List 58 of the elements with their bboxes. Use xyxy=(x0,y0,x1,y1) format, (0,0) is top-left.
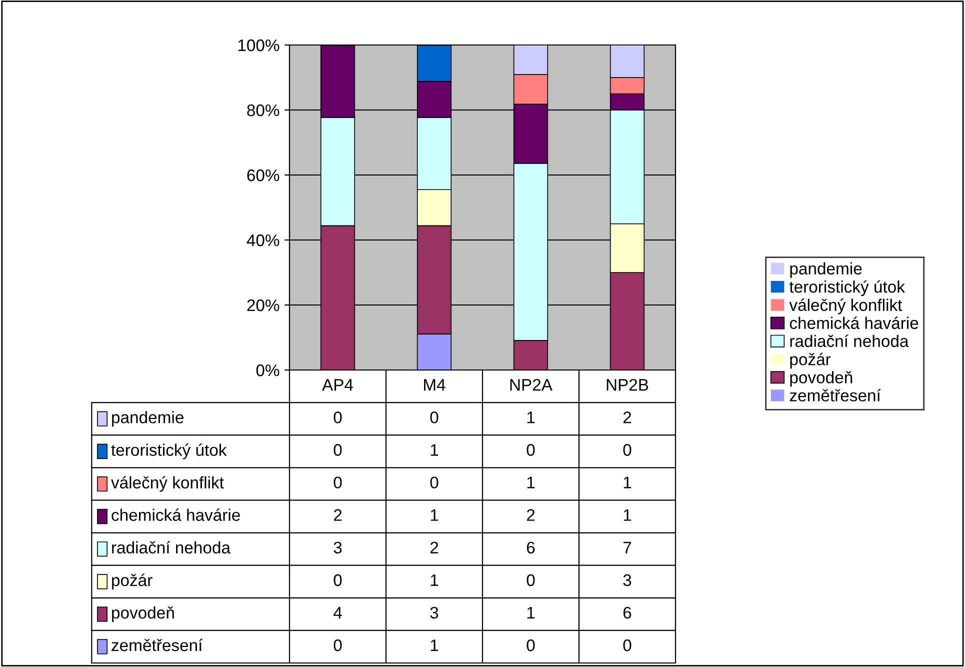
text: 3 xyxy=(623,574,632,586)
text: 0 xyxy=(526,444,535,456)
text: 0 xyxy=(526,574,535,586)
text: 0 xyxy=(334,412,342,424)
x-tick-label: M4 xyxy=(424,379,446,391)
legend-label: chemická havárie xyxy=(790,316,918,330)
text: chemická havárie xyxy=(112,508,240,521)
text: 6 xyxy=(623,606,632,619)
x-tick-label: AP4 xyxy=(322,379,354,391)
text: 1 xyxy=(430,640,438,652)
text: požár xyxy=(112,574,152,590)
text: 4 xyxy=(334,607,342,618)
text: 0 xyxy=(334,574,342,586)
legend-label: teroristický útok xyxy=(789,280,905,296)
text: teroristický útok xyxy=(111,444,227,460)
text: 1 xyxy=(430,574,438,586)
text: 0 xyxy=(334,639,342,652)
text: válečný konflikt xyxy=(111,476,224,492)
text: 0 xyxy=(623,444,632,456)
legend-label: zemětřesení xyxy=(790,388,881,402)
text: 0 xyxy=(623,639,632,652)
y-tick-label: 20% xyxy=(247,299,280,312)
text: 6 xyxy=(526,542,535,554)
y-tick-label: 0% xyxy=(256,364,280,376)
text: 7 xyxy=(623,542,632,554)
text: 0 xyxy=(334,444,342,456)
text: 1 xyxy=(430,444,438,456)
text: povodeň xyxy=(112,606,174,622)
x-tick-label: NP2B xyxy=(606,378,648,391)
text: zemětřesení xyxy=(112,638,203,652)
legend-label: válečný konflikt xyxy=(789,298,902,314)
text: 3 xyxy=(334,542,342,554)
text: 2 xyxy=(623,412,632,424)
text: radiační nehoda xyxy=(112,541,231,554)
text: 0 xyxy=(430,412,438,424)
text: 0 xyxy=(334,476,342,488)
legend-label: povodeň xyxy=(790,371,852,387)
y-tick-label: 100% xyxy=(238,39,280,52)
legend-label: pandemie xyxy=(790,262,862,278)
text: 1 xyxy=(527,412,535,424)
text: 3 xyxy=(430,606,438,619)
text: 2 xyxy=(334,509,342,521)
text: 1 xyxy=(527,607,535,618)
text: 1 xyxy=(527,476,535,488)
text: 1 xyxy=(624,509,632,521)
x-tick-label: NP2A xyxy=(510,378,552,391)
y-tick-label: 80% xyxy=(247,104,280,116)
y-tick-label: 60% xyxy=(247,169,280,182)
y-tick-label: 40% xyxy=(246,234,280,246)
text: 1 xyxy=(430,509,438,521)
text: 1 xyxy=(624,476,632,488)
text: pandemie xyxy=(112,411,184,427)
legend-label: požár xyxy=(790,352,831,369)
legend-label: radiační nehoda xyxy=(790,334,909,348)
text: 2 xyxy=(430,542,438,554)
text: 0 xyxy=(430,476,438,488)
text: 0 xyxy=(526,639,535,652)
text: 2 xyxy=(526,509,535,521)
